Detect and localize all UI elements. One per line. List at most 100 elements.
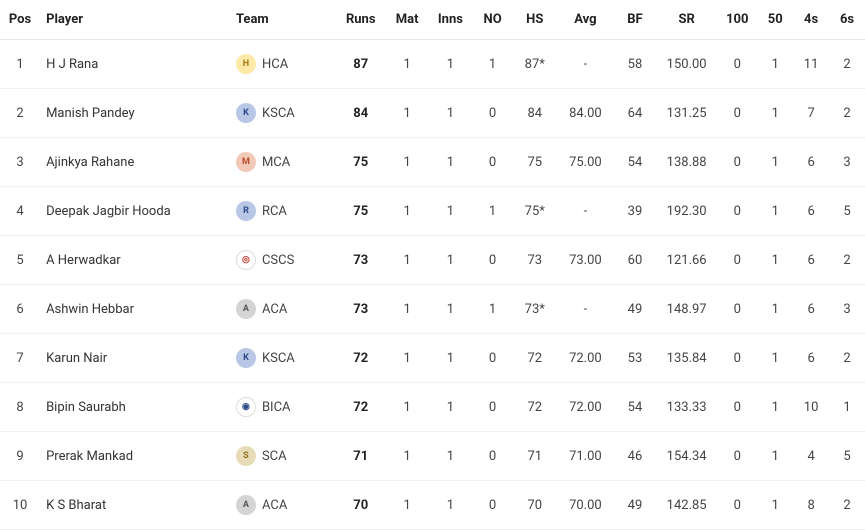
table-row[interactable]: 10K S BharatAACA701107070.0049142.850182 xyxy=(0,481,865,530)
header-bf[interactable]: BF xyxy=(614,0,656,40)
cell-c50: 1 xyxy=(757,187,793,236)
table-row[interactable]: 4Deepak Jagbir HoodaRRCA7511175*-39192.3… xyxy=(0,187,865,236)
cell-hs: 72 xyxy=(513,334,557,383)
cell-c4s: 4 xyxy=(793,432,829,481)
cell-c50: 1 xyxy=(757,432,793,481)
cell-runs: 71 xyxy=(335,432,386,481)
cell-inns: 1 xyxy=(428,432,472,481)
player-name[interactable]: Deepak Jagbir Hooda xyxy=(46,204,171,219)
cell-runs: 75 xyxy=(335,138,386,187)
cell-mat: 1 xyxy=(386,89,428,138)
cell-hs: 73* xyxy=(513,285,557,334)
header-team[interactable]: Team xyxy=(230,0,335,40)
cell-c4s: 11 xyxy=(793,40,829,89)
player-name[interactable]: Bipin Saurabh xyxy=(46,400,126,415)
team-cell: RRCA xyxy=(230,187,335,236)
header-player[interactable]: Player xyxy=(40,0,230,40)
player-name[interactable]: A Herwadkar xyxy=(46,253,121,268)
header-runs[interactable]: Runs xyxy=(335,0,386,40)
cell-mat: 1 xyxy=(386,383,428,432)
table-row[interactable]: 3Ajinkya RahaneMMCA751107575.0054138.880… xyxy=(0,138,865,187)
cell-c6s: 2 xyxy=(829,89,865,138)
cell-c4s: 6 xyxy=(793,138,829,187)
player-cell: Manish Pandey xyxy=(40,89,230,138)
header-hs[interactable]: HS xyxy=(513,0,557,40)
cell-pos: 1 xyxy=(0,40,40,89)
team-cell-wrap: HHCA xyxy=(236,54,329,74)
table-row[interactable]: 1H J RanaHHCA8711187*-58150.0001112 xyxy=(0,40,865,89)
cell-runs: 84 xyxy=(335,89,386,138)
header-pos[interactable]: Pos xyxy=(0,0,40,40)
header-c50[interactable]: 50 xyxy=(757,0,793,40)
cell-c50: 1 xyxy=(757,334,793,383)
cell-avg: 71.00 xyxy=(557,432,614,481)
cell-c50: 1 xyxy=(757,236,793,285)
player-name[interactable]: K S Bharat xyxy=(46,498,106,513)
cell-c4s: 6 xyxy=(793,285,829,334)
team-logo-icon: K xyxy=(236,103,256,123)
cell-avg: 84.00 xyxy=(557,89,614,138)
cell-mat: 1 xyxy=(386,138,428,187)
cell-c4s: 6 xyxy=(793,187,829,236)
cell-avg: 70.00 xyxy=(557,481,614,530)
player-name[interactable]: Ashwin Hebbar xyxy=(46,302,134,317)
cell-mat: 1 xyxy=(386,40,428,89)
cell-c6s: 2 xyxy=(829,334,865,383)
team-logo-icon: A xyxy=(236,495,256,515)
player-name[interactable]: Prerak Mankad xyxy=(46,449,133,464)
cell-c4s: 10 xyxy=(793,383,829,432)
player-name[interactable]: Karun Nair xyxy=(46,351,107,366)
cell-inns: 1 xyxy=(428,89,472,138)
cell-no: 0 xyxy=(473,432,513,481)
table-row[interactable]: 6Ashwin HebbarAACA7311173*-49148.970163 xyxy=(0,285,865,334)
cell-pos: 2 xyxy=(0,89,40,138)
table-row[interactable]: 9Prerak MankadSSCA711107171.0046154.3401… xyxy=(0,432,865,481)
cell-pos: 9 xyxy=(0,432,40,481)
table-row[interactable]: 8Bipin Saurabh◉BICA721107272.0054133.330… xyxy=(0,383,865,432)
cell-pos: 5 xyxy=(0,236,40,285)
cell-c6s: 1 xyxy=(829,383,865,432)
table-row[interactable]: 2Manish PandeyKKSCA841108484.0064131.250… xyxy=(0,89,865,138)
cell-runs: 72 xyxy=(335,334,386,383)
table-row[interactable]: 5A Herwadkar◎CSCS731107373.0060121.66016… xyxy=(0,236,865,285)
header-c4s[interactable]: 4s xyxy=(793,0,829,40)
header-inns[interactable]: Inns xyxy=(428,0,472,40)
header-avg[interactable]: Avg xyxy=(557,0,614,40)
cell-sr: 148.97 xyxy=(656,285,717,334)
table-row[interactable]: 7Karun NairKKSCA721107272.0053135.840162 xyxy=(0,334,865,383)
cell-no: 1 xyxy=(473,40,513,89)
player-cell: Karun Nair xyxy=(40,334,230,383)
header-c100[interactable]: 100 xyxy=(717,0,757,40)
cell-c100: 0 xyxy=(717,138,757,187)
cell-c6s: 2 xyxy=(829,481,865,530)
player-name[interactable]: Manish Pandey xyxy=(46,106,135,121)
team-code: SCA xyxy=(262,449,287,464)
cell-c50: 1 xyxy=(757,89,793,138)
cell-c50: 1 xyxy=(757,138,793,187)
cell-avg: 75.00 xyxy=(557,138,614,187)
cell-bf: 53 xyxy=(614,334,656,383)
team-code: ACA xyxy=(262,302,287,317)
cell-hs: 71 xyxy=(513,432,557,481)
cell-c50: 1 xyxy=(757,383,793,432)
header-sr[interactable]: SR xyxy=(656,0,717,40)
team-cell: ◉BICA xyxy=(230,383,335,432)
team-cell: HHCA xyxy=(230,40,335,89)
team-cell: AACA xyxy=(230,285,335,334)
player-name[interactable]: H J Rana xyxy=(46,57,98,72)
cell-runs: 87 xyxy=(335,40,386,89)
header-c6s[interactable]: 6s xyxy=(829,0,865,40)
cell-c4s: 6 xyxy=(793,334,829,383)
team-cell: AACA xyxy=(230,481,335,530)
header-no[interactable]: NO xyxy=(473,0,513,40)
header-mat[interactable]: Mat xyxy=(386,0,428,40)
team-code: HCA xyxy=(262,57,288,72)
cell-bf: 58 xyxy=(614,40,656,89)
cell-bf: 39 xyxy=(614,187,656,236)
player-cell: Ajinkya Rahane xyxy=(40,138,230,187)
cell-no: 0 xyxy=(473,138,513,187)
cell-hs: 84 xyxy=(513,89,557,138)
player-name[interactable]: Ajinkya Rahane xyxy=(46,155,134,170)
cell-no: 0 xyxy=(473,481,513,530)
cell-mat: 1 xyxy=(386,236,428,285)
